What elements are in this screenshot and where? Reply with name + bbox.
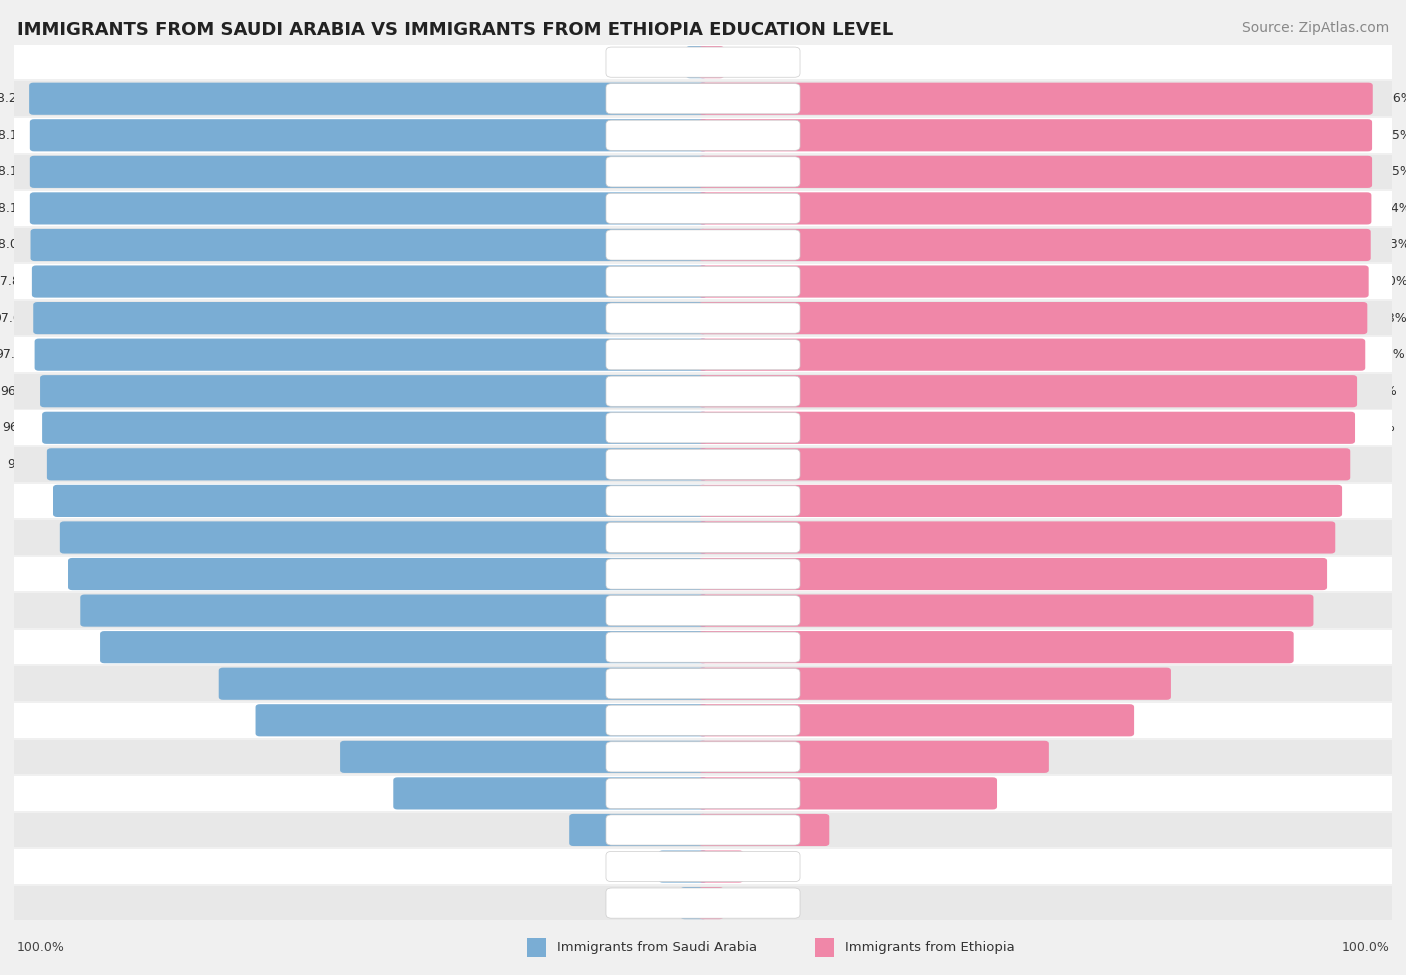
Text: 10th Grade: 10th Grade [668,494,738,507]
Text: 52.6%: 52.6% [301,751,340,763]
Text: 96.5%: 96.5% [1365,348,1405,361]
Text: 96.8%: 96.8% [1367,312,1406,325]
Text: 94.7%: 94.7% [13,494,53,507]
Text: 96.6%: 96.6% [0,385,39,398]
Text: 100.0%: 100.0% [1341,941,1389,955]
Text: 2.4%: 2.4% [724,897,755,910]
Text: 97.5%: 97.5% [1372,166,1406,178]
Text: 97.0%: 97.0% [1368,275,1406,288]
Text: 100.0%: 100.0% [17,941,65,955]
Text: 44.8%: 44.8% [353,787,394,800]
Text: 1.9%: 1.9% [654,56,686,68]
Text: 93.7%: 93.7% [20,531,60,544]
Text: 19.0%: 19.0% [530,824,569,837]
Text: 62.6%: 62.6% [1135,714,1174,726]
Text: 5.3%: 5.3% [744,860,775,873]
Text: 2.5%: 2.5% [724,56,756,68]
Text: 9th Grade: 9th Grade [672,458,734,471]
Text: 8th Grade: 8th Grade [672,421,734,434]
Text: 98.2%: 98.2% [0,93,30,105]
Text: 97.8%: 97.8% [0,275,32,288]
Text: 98.0%: 98.0% [0,239,31,252]
Text: 95.0%: 95.0% [1355,421,1395,434]
Text: Associate's Degree: Associate's Degree [643,751,763,763]
Text: 96.3%: 96.3% [3,421,42,434]
Text: 3rd Grade: 3rd Grade [672,239,734,252]
Text: 7th Grade: 7th Grade [672,385,734,398]
Text: 94.3%: 94.3% [1350,458,1391,471]
Text: 97.4%: 97.4% [0,348,35,361]
Text: College, 1 year or more: College, 1 year or more [628,714,778,726]
Text: 97.6%: 97.6% [1372,93,1406,105]
Text: 50.1%: 50.1% [1049,751,1088,763]
Text: 5th Grade: 5th Grade [672,312,734,325]
Text: College, Under 1 year: College, Under 1 year [634,678,772,690]
Text: High School Diploma: High School Diploma [638,604,768,617]
Text: 11th Grade: 11th Grade [668,531,738,544]
Text: 97.4%: 97.4% [1371,202,1406,214]
Text: 2nd Grade: 2nd Grade [669,202,737,214]
Text: 97.3%: 97.3% [1371,239,1406,252]
Text: 5.9%: 5.9% [627,860,658,873]
Text: Doctorate Degree: Doctorate Degree [647,897,759,910]
Text: 92.1%: 92.1% [1336,531,1375,544]
Text: 98.1%: 98.1% [0,129,30,141]
Text: 93.1%: 93.1% [1343,494,1382,507]
Text: Nursery School: Nursery School [655,93,751,105]
Text: 65.0%: 65.0% [215,714,256,726]
Text: 17.9%: 17.9% [830,824,869,837]
Text: 42.5%: 42.5% [997,787,1036,800]
Text: Kindergarten: Kindergarten [662,129,744,141]
Text: Bachelor's Degree: Bachelor's Degree [645,787,761,800]
Text: 87.8%: 87.8% [60,641,100,653]
Text: Immigrants from Ethiopia: Immigrants from Ethiopia [845,941,1015,955]
Text: 86.0%: 86.0% [1294,641,1333,653]
Text: 95.6%: 95.6% [7,458,46,471]
Text: 4th Grade: 4th Grade [672,275,734,288]
Text: 88.9%: 88.9% [1313,604,1354,617]
Text: 12th Grade, No Diploma: 12th Grade, No Diploma [627,567,779,580]
Text: IMMIGRANTS FROM SAUDI ARABIA VS IMMIGRANTS FROM ETHIOPIA EDUCATION LEVEL: IMMIGRANTS FROM SAUDI ARABIA VS IMMIGRAN… [17,21,893,39]
Text: 98.1%: 98.1% [0,166,30,178]
Text: 70.4%: 70.4% [179,678,219,690]
Text: Source: ZipAtlas.com: Source: ZipAtlas.com [1241,21,1389,35]
Text: GED/Equivalency: GED/Equivalency [650,641,756,653]
Text: 92.5%: 92.5% [28,567,67,580]
Text: Master's Degree: Master's Degree [652,824,754,837]
Text: 98.1%: 98.1% [0,202,30,214]
Text: 90.7%: 90.7% [41,604,80,617]
Text: Immigrants from Saudi Arabia: Immigrants from Saudi Arabia [557,941,756,955]
Text: 1st Grade: 1st Grade [672,166,734,178]
Text: 95.3%: 95.3% [1357,385,1396,398]
Text: Professional Degree: Professional Degree [641,860,765,873]
Text: 97.6%: 97.6% [0,312,34,325]
Text: 68.0%: 68.0% [1171,678,1211,690]
Text: 6th Grade: 6th Grade [672,348,734,361]
Text: 90.9%: 90.9% [1327,567,1367,580]
Text: 2.7%: 2.7% [648,897,681,910]
Text: 97.5%: 97.5% [1372,129,1406,141]
Text: No Schooling Completed: No Schooling Completed [626,56,780,68]
